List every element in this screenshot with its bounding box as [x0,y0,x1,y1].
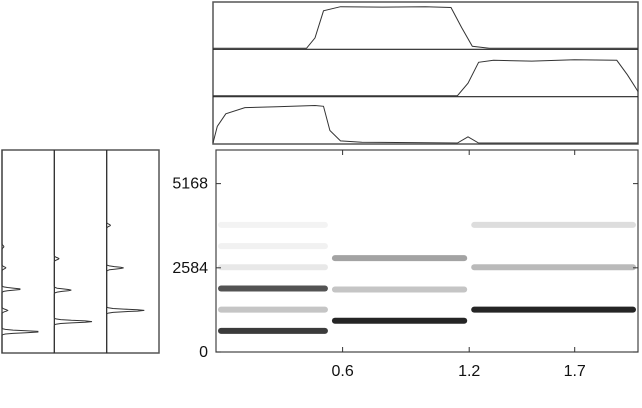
y-tick-label-1: 2584 [172,260,208,277]
template-panel-frame [1,149,160,354]
spectrogram-band-10 [471,264,636,271]
spectrogram-panel: 0.6 1.2 1.7 0 2584 5168 [172,149,639,380]
spectrogram-band-6 [331,317,468,324]
spectrogram-band-8 [331,255,468,262]
spectrogram-band-0 [218,327,328,334]
spectrogram-band-1 [218,306,328,313]
activation-panel-frame [212,1,639,145]
activation-panel [212,1,639,145]
spectrogram-band-4 [218,243,328,250]
y-tick-label-0: 0 [199,344,208,361]
y-tick-label-2: 5168 [172,176,208,193]
spectrogram-band-5 [218,221,328,228]
spectrogram-band-9 [471,306,636,313]
spectrogram-band-7 [331,286,468,293]
activation-curve-1 [213,59,639,97]
x-tick-label-1: 1.2 [458,363,480,380]
activation-curve-0 [213,6,638,49]
x-tick-label-2: 1.7 [564,363,586,380]
template-curve-1 [53,150,93,354]
spectrogram-band-11 [471,221,636,228]
spectrogram-band-2 [218,285,328,292]
spectrogram-band-3 [218,264,328,271]
activation-curve-2 [212,104,638,144]
template-curve-2 [106,150,145,354]
template-panel [1,149,160,354]
x-tick-label-0: 0.6 [331,363,353,380]
template-curve-0 [1,150,39,353]
spectrogram-frame [215,149,639,353]
